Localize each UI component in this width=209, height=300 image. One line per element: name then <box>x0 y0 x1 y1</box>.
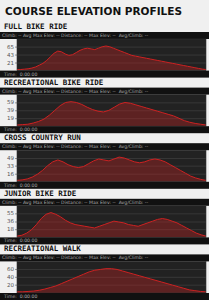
time-text: Time: 0:00:00 <box>3 183 37 188</box>
tick-label: 55 <box>7 210 14 216</box>
time-text: Time: 0:00:00 <box>3 294 37 299</box>
course-name: RECREATIONAL WALK <box>4 244 81 253</box>
elevation-area <box>17 157 206 182</box>
plot-frame <box>17 206 206 238</box>
data-group <box>17 213 206 238</box>
time-text: Time: 0:00:00 <box>3 238 37 243</box>
data-group <box>17 157 206 182</box>
course-name: JUNIOR BIKE RIDE <box>4 189 77 198</box>
tick-label: 49 <box>7 155 14 161</box>
stats-text: Climb: -- Avg Max Elev: -- Distance: -- … <box>2 33 149 38</box>
course-panel: CROSS COUNTRY RUN Climb: -- Avg Max Elev:… <box>0 133 209 189</box>
stats-text: Climb: -- Avg Max Elev: -- Distance: -- … <box>2 144 149 149</box>
elevation-line <box>17 102 206 125</box>
tick-label: 59 <box>7 99 14 105</box>
tick-label: 20 <box>7 282 14 288</box>
elevation-area <box>17 46 206 71</box>
course-name: CROSS COUNTRY RUN <box>4 133 81 142</box>
time-text: Time: 0:00:00 <box>3 127 37 132</box>
grid-line <box>17 158 206 159</box>
course-panel: JUNIOR BIKE RIDE Climb: -- Avg Max Elev: … <box>0 189 209 245</box>
course-panel: RECREATIONAL BIKE RIDE Climb: -- Avg Max … <box>0 78 209 134</box>
plot-area <box>17 95 206 127</box>
tick-label: 16 <box>7 171 14 177</box>
elevation-area <box>17 213 206 238</box>
data-group <box>17 269 206 293</box>
plot-area <box>17 261 206 293</box>
footer-strip <box>0 71 209 78</box>
course-panel: FULL BIKE RIDE Climb: -- Avg Max Elev: --… <box>0 22 209 78</box>
grid-line <box>17 213 206 214</box>
tick-label: 40 <box>7 274 14 280</box>
plot-frame <box>17 39 206 71</box>
stats-text: Climb: -- Avg Max Elev: -- Distance: -- … <box>2 255 149 260</box>
tick-label: 65 <box>7 44 14 50</box>
tick-label: 43 <box>7 52 14 58</box>
tick-label: 60 <box>7 266 14 272</box>
tick-label: 39 <box>7 107 14 113</box>
elevation-area <box>17 102 206 127</box>
header-strip <box>0 254 209 261</box>
time-text: Time: 0:00:00 <box>3 72 37 77</box>
elevation-line <box>17 269 206 292</box>
plot-area <box>17 206 206 238</box>
plot-frame <box>17 95 206 127</box>
tick-label: 18 <box>7 226 14 232</box>
elevation-line <box>17 157 206 180</box>
figure-title: COURSE ELEVATION PROFILES <box>5 5 182 17</box>
plot-frame <box>17 150 206 182</box>
header-strip <box>0 143 209 150</box>
course-panel: RECREATIONAL WALK Climb: -- Avg Max Elev:… <box>0 244 209 300</box>
header-strip <box>0 199 209 206</box>
plot-frame <box>17 261 206 293</box>
tick-label: 36 <box>7 218 14 224</box>
stats-text: Climb: -- Avg Max Elev: -- Distance: -- … <box>2 89 149 94</box>
plot-area <box>17 39 206 71</box>
course-name: RECREATIONAL BIKE RIDE <box>4 78 104 87</box>
elevation-line <box>17 46 206 70</box>
footer-strip <box>0 126 209 133</box>
data-group <box>17 102 206 127</box>
data-group <box>17 46 206 71</box>
grid-line <box>17 102 206 103</box>
tick-label: 19 <box>7 115 14 121</box>
tick-label: 33 <box>7 163 14 169</box>
footer-strip <box>0 293 209 300</box>
header-strip <box>0 88 209 95</box>
elevation-area <box>17 269 206 293</box>
course-name: FULL BIKE RIDE <box>4 22 68 31</box>
figure: COURSE ELEVATION PROFILES FULL BIKE RIDE C… <box>0 0 209 300</box>
plot-area <box>17 150 206 182</box>
footer-strip <box>0 182 209 189</box>
background <box>0 0 209 300</box>
tick-label: 21 <box>7 60 14 66</box>
stats-text: Climb: -- Avg Max Elev: -- Distance: -- … <box>2 200 149 205</box>
header-strip <box>0 32 209 39</box>
elevation-line <box>17 213 206 237</box>
footer-strip <box>0 237 209 244</box>
